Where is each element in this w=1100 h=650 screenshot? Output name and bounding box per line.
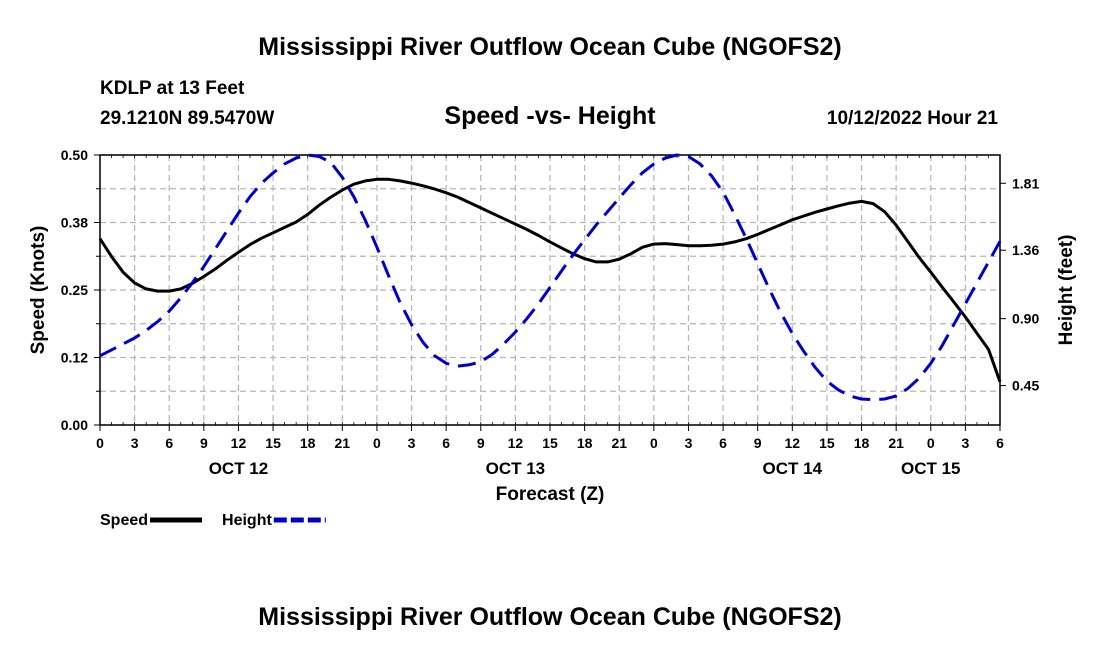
x-tick-label: 9 [477, 435, 485, 451]
x-tick-label: 3 [408, 435, 416, 451]
chart-main-title: Mississippi River Outflow Ocean Cube (NG… [258, 33, 841, 61]
chart-subtitle: Speed -vs- Height [444, 102, 656, 130]
x-tick-label: 15 [819, 435, 835, 451]
y2-tick-label: 0.45 [1012, 378, 1039, 394]
x-tick-label: 12 [231, 435, 247, 451]
x-tick-label: 18 [854, 435, 870, 451]
x-tick-label: 15 [542, 435, 558, 451]
x-tick-label: 15 [265, 435, 281, 451]
y2-axis-label: Height (feet) [1056, 235, 1077, 346]
legend: Speed Height [100, 512, 326, 529]
y2-tick-label: 1.36 [1012, 242, 1039, 258]
day-label: OCT 14 [763, 459, 823, 478]
y-tick-label: 0.00 [61, 417, 88, 433]
station-label: KDLP at 13 Feet [100, 78, 245, 99]
x-tick-label: 21 [611, 435, 627, 451]
y-tick-label: 0.50 [61, 147, 88, 163]
footer-title: Mississippi River Outflow Ocean Cube (NG… [258, 603, 841, 631]
x-tick-label: 18 [577, 435, 593, 451]
x-tick-label: 6 [719, 435, 727, 451]
legend-label-speed: Speed [100, 512, 148, 529]
x-tick-label: 18 [300, 435, 316, 451]
x-tick-label: 9 [754, 435, 762, 451]
series-line-speed [98, 177, 1002, 383]
x-tick-label: 3 [131, 435, 139, 451]
y-tick-label: 0.25 [61, 282, 88, 298]
x-tick-label: 6 [442, 435, 450, 451]
day-label: OCT 15 [901, 459, 961, 478]
forecast-datetime: 10/12/2022 Hour 21 [827, 108, 999, 129]
y2-tick-label: 0.90 [1012, 311, 1039, 327]
day-label: OCT 12 [209, 459, 269, 478]
station-coords: 29.1210N 89.5470W [100, 108, 274, 129]
grid-lines [99, 154, 1001, 426]
x-tick-label: 0 [96, 435, 104, 451]
day-label: OCT 13 [486, 459, 546, 478]
x-tick-label: 6 [165, 435, 173, 451]
x-tick-label: 9 [200, 435, 208, 451]
x-tick-label: 3 [685, 435, 693, 451]
x-tick-label: 6 [996, 435, 1004, 451]
x-tick-label: 0 [927, 435, 935, 451]
x-tick-label: 21 [888, 435, 904, 451]
y-tick-label: 0.38 [61, 215, 88, 231]
x-tick-label: 12 [785, 435, 801, 451]
series-layer [98, 153, 1002, 402]
x-tick-label: 0 [373, 435, 381, 451]
y-tick-label: 0.12 [61, 350, 88, 366]
x-tick-label: 0 [650, 435, 658, 451]
x-tick-label: 21 [335, 435, 351, 451]
legend-label-height: Height [222, 512, 272, 529]
y2-tick-label: 1.81 [1012, 175, 1039, 191]
x-tick-label: 12 [508, 435, 524, 451]
x-axis-label: Forecast (Z) [496, 484, 605, 505]
x-tick-label: 3 [961, 435, 969, 451]
axis-ticks: 0 3 6 9 12 15 18 21 0 3 6 9 12 15 18 21 0 3 6 9 12 15 18 21 0 3 6 0… [61, 147, 1040, 478]
series-line-height [99, 153, 1002, 402]
y-axis-label: Speed (Knots) [28, 226, 49, 355]
